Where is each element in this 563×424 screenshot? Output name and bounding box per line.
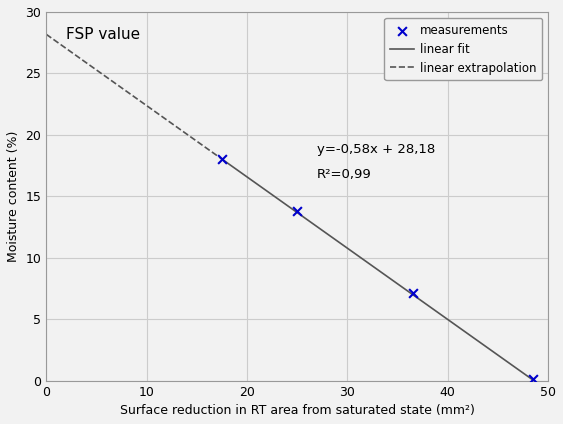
linear fit — [504, 359, 511, 364]
Line: linear fit: linear fit — [222, 159, 534, 381]
linear extrapolation — [43, 32, 50, 37]
linear extrapolation — [209, 150, 216, 155]
linear fit — [218, 156, 225, 162]
linear extrapolation — [50, 37, 57, 42]
measurements — [293, 208, 302, 215]
linear extrapolation — [53, 39, 60, 45]
X-axis label: Surface reduction in RT area from saturated state (mm²): Surface reduction in RT area from satura… — [120, 404, 475, 417]
measurements — [529, 376, 538, 383]
linear extrapolation — [218, 156, 225, 162]
linear fit — [276, 198, 283, 203]
linear extrapolation — [203, 146, 210, 151]
linear extrapolation — [75, 55, 82, 60]
measurements — [217, 156, 226, 163]
linear fit — [238, 170, 244, 175]
linear fit — [515, 367, 522, 372]
linear extrapolation — [90, 65, 96, 70]
measurements — [408, 290, 417, 297]
Y-axis label: Moisture content (%): Moisture content (%) — [7, 131, 20, 262]
Legend: measurements, linear fit, linear extrapolation: measurements, linear fit, linear extrapo… — [385, 18, 542, 81]
linear fit — [302, 215, 309, 220]
linear fit — [530, 378, 537, 383]
Text: R²=0,99: R²=0,99 — [317, 168, 372, 181]
Text: FSP value: FSP value — [66, 27, 140, 42]
linear fit — [231, 165, 238, 170]
Text: y=-0,58x + 28,18: y=-0,58x + 28,18 — [317, 143, 435, 156]
Line: linear extrapolation: linear extrapolation — [46, 34, 222, 159]
